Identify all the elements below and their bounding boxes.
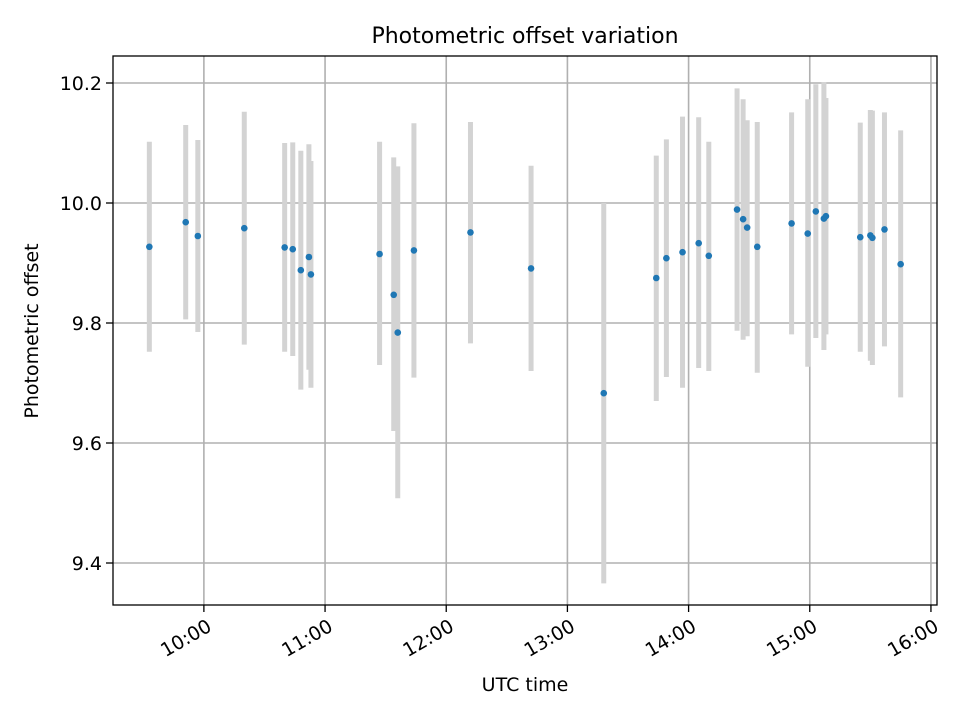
data-point [733,206,741,213]
data-point [856,233,864,241]
x-tick-label: 11:00 [278,615,336,661]
data-point [743,224,751,231]
data-point [897,260,904,268]
y-tick-label: 10.2 [60,73,102,95]
data-point [739,215,747,223]
data-point [679,248,686,256]
data-point [869,234,876,242]
data-points [146,206,904,397]
x-tick-label: 10:00 [157,615,215,661]
data-point [753,243,761,251]
y-tick-label: 9.4 [72,553,102,575]
y-axis-label: Photometric offset [21,243,43,418]
y-tick-label: 9.8 [72,313,102,335]
plot-frame [112,55,938,606]
data-point [289,245,297,253]
data-point [390,291,398,299]
data-point [305,253,313,261]
data-point [281,244,288,251]
data-point [663,254,670,262]
data-point [881,226,888,233]
data-point [467,229,474,236]
chart-title: Photometric offset variation [371,24,678,49]
data-point [376,250,383,258]
x-tick-label: 12:00 [399,615,457,661]
x-tick-label: 16:00 [884,615,942,661]
x-tick-label: 15:00 [763,615,821,661]
y-tick-label: 9.6 [72,433,102,455]
y-tick-label: 10.0 [60,193,102,215]
error-bars [146,82,904,584]
data-point [307,271,315,278]
data-point [240,224,248,232]
data-point [146,243,153,251]
data-point [822,212,830,220]
x-axis-label: UTC time [482,674,569,696]
data-point [410,247,418,254]
data-point [297,266,305,274]
data-point [788,220,795,227]
data-point [394,329,402,336]
data-point [182,218,190,226]
data-point [804,230,812,237]
data-point [652,274,660,282]
data-point [812,208,820,215]
data-point [705,252,713,260]
data-point [695,239,702,247]
x-tick-label: 14:00 [642,615,700,661]
x-axis-ticks: 10:00 11:00 12:00 13:00 14:00 15:00 16:00 [157,605,942,662]
y-axis-ticks: 9.4 9.6 9.8 10.0 10.2 [60,73,113,575]
data-point [600,389,608,397]
x-tick-label: 13:00 [520,615,578,661]
data-point [527,265,535,272]
data-point [194,232,202,240]
